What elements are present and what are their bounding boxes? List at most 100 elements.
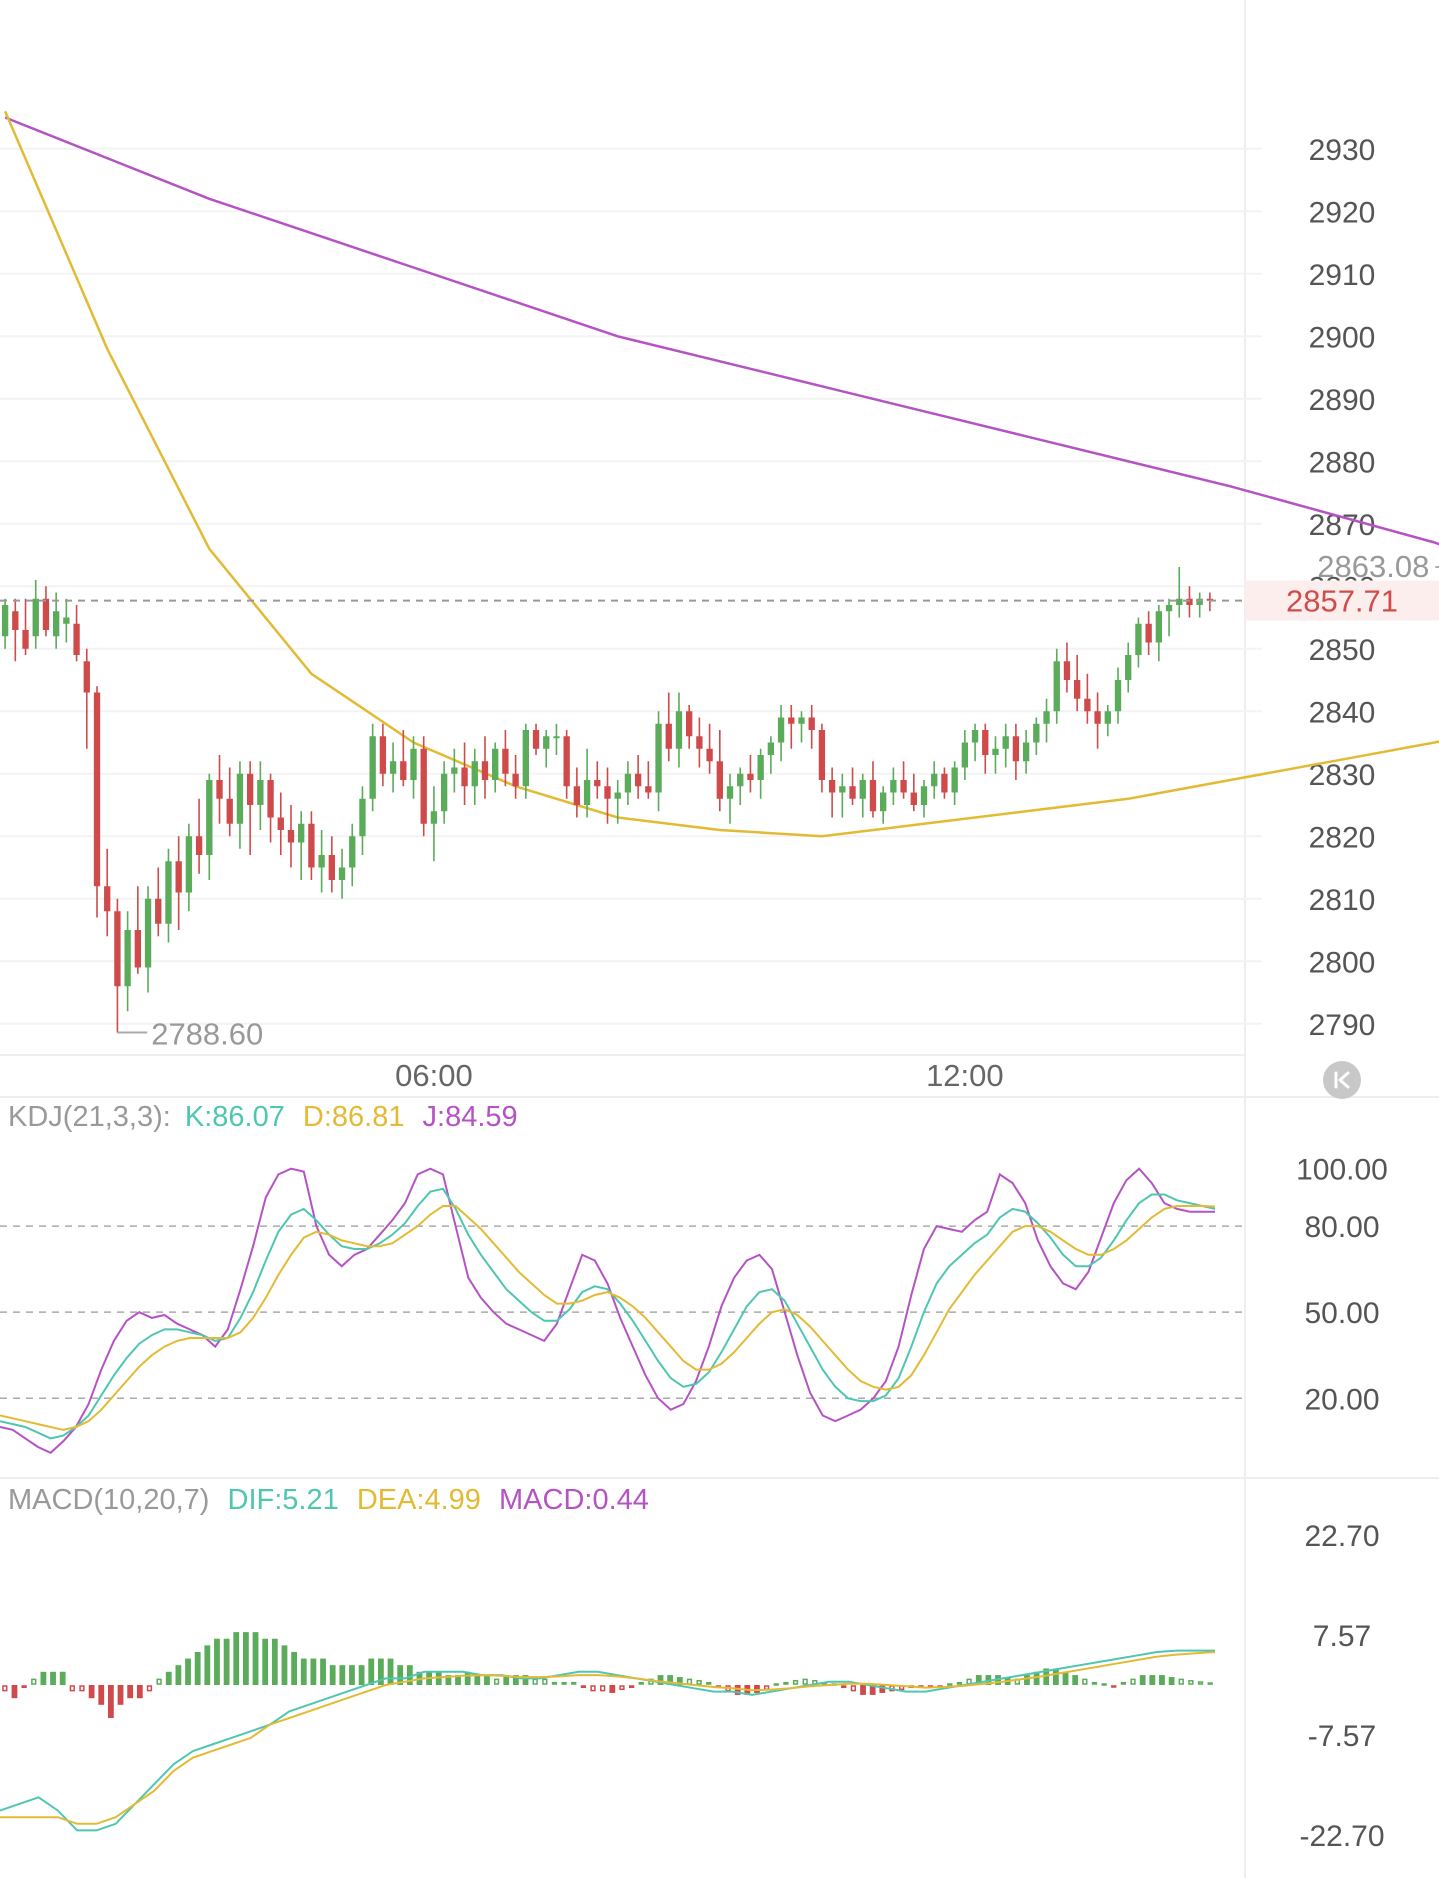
macd-histogram-bar bbox=[320, 1658, 326, 1685]
macd-tick-label: -22.70 bbox=[1299, 1820, 1384, 1853]
candle-body bbox=[1033, 723, 1040, 743]
candle-body bbox=[471, 761, 478, 787]
candle-body bbox=[1125, 655, 1132, 680]
macd-histogram-bar bbox=[300, 1658, 307, 1685]
high-low-markers: 2863.08 2788.60 bbox=[117, 549, 1439, 1052]
candle-body bbox=[73, 623, 80, 655]
macd-histogram-bar bbox=[50, 1671, 56, 1685]
kdj-y-axis: 100.00 80.00 50.00 20.00 bbox=[1296, 1154, 1388, 1417]
candle-body bbox=[1063, 661, 1071, 680]
candle-body bbox=[777, 717, 785, 743]
macd-histogram-bar bbox=[1091, 1681, 1098, 1685]
macd-histogram-bar bbox=[783, 1681, 789, 1685]
scroll-to-latest-button[interactable] bbox=[1323, 1061, 1361, 1099]
macd-histogram-bar bbox=[291, 1651, 297, 1685]
candle-body bbox=[155, 898, 162, 924]
candle-body bbox=[400, 761, 407, 780]
macd-tick-label: -7.57 bbox=[1308, 1720, 1376, 1753]
kdj-tick-label: 50.00 bbox=[1304, 1297, 1379, 1330]
macd-histogram-bar bbox=[397, 1665, 404, 1685]
macd-histogram-bar bbox=[31, 1678, 37, 1685]
price-tick-label: 2810 bbox=[1309, 884, 1376, 917]
candle-body bbox=[665, 723, 672, 749]
candle-body bbox=[104, 886, 111, 912]
candle-body bbox=[165, 861, 172, 924]
kdj-grid bbox=[0, 1225, 1245, 1400]
candle-body bbox=[502, 748, 509, 774]
candle-body bbox=[440, 773, 448, 812]
macd-histogram-bar bbox=[493, 1678, 500, 1685]
candle-body bbox=[716, 761, 723, 799]
macd-tick-label: 22.70 bbox=[1304, 1520, 1379, 1553]
candle-body bbox=[369, 736, 376, 799]
macd-histogram-bar bbox=[455, 1675, 461, 1685]
candle-body bbox=[12, 611, 19, 630]
candle-body bbox=[1135, 623, 1142, 655]
candle-body bbox=[992, 748, 999, 755]
candle-body bbox=[757, 755, 764, 780]
price-tick-label: 2890 bbox=[1309, 384, 1376, 417]
macd-histogram-bar bbox=[329, 1665, 336, 1685]
candle-body bbox=[971, 730, 979, 743]
macd-histogram-bar bbox=[542, 1678, 548, 1685]
macd-histogram-bar bbox=[11, 1685, 18, 1699]
candle-body bbox=[696, 736, 703, 749]
candle-body bbox=[492, 748, 499, 780]
candle-body bbox=[1145, 623, 1152, 643]
macd-histogram-bar bbox=[406, 1665, 413, 1685]
macd-histogram-bar bbox=[975, 1675, 982, 1685]
macd-histogram-bar bbox=[59, 1671, 66, 1685]
candle-body bbox=[532, 730, 540, 749]
candle-body bbox=[747, 773, 754, 780]
macd-histogram-bar bbox=[513, 1675, 519, 1685]
candle-body bbox=[1084, 698, 1091, 712]
macd-histogram-bar bbox=[551, 1681, 558, 1685]
macd-histogram-bar bbox=[204, 1645, 211, 1685]
candle-body bbox=[726, 786, 734, 799]
candle-body bbox=[573, 786, 581, 805]
macd-histogram-bar bbox=[108, 1685, 114, 1719]
candlesticks bbox=[1, 567, 1214, 1033]
candle-body bbox=[1094, 711, 1101, 724]
macd-histogram-bar bbox=[561, 1681, 567, 1685]
candle-body bbox=[451, 767, 458, 774]
candle-body bbox=[206, 780, 213, 855]
candle-body bbox=[114, 911, 121, 987]
kdj-legend-k: K:86.07 bbox=[185, 1101, 285, 1133]
macd-histogram-bar bbox=[657, 1675, 664, 1685]
candle-body bbox=[624, 773, 632, 793]
candle-body bbox=[788, 717, 795, 724]
macd-histogram-bar bbox=[1062, 1671, 1069, 1685]
macd-histogram-bar bbox=[676, 1677, 683, 1685]
candle-body bbox=[982, 730, 989, 755]
candle-body bbox=[767, 742, 775, 755]
macd-histogram-bar bbox=[156, 1678, 162, 1685]
macd-histogram-bar bbox=[1178, 1678, 1184, 1685]
candle-body bbox=[808, 717, 815, 730]
macd-histogram-bar bbox=[79, 1685, 85, 1692]
candle-body bbox=[961, 742, 969, 768]
macd-histogram-bar bbox=[214, 1638, 220, 1685]
candle-body bbox=[645, 786, 652, 793]
candle-body bbox=[1155, 611, 1163, 643]
macd-histogram-bar bbox=[850, 1685, 857, 1692]
candle-body bbox=[389, 761, 397, 774]
price-tick-label: 2930 bbox=[1309, 134, 1376, 167]
candle-body bbox=[42, 598, 50, 630]
candle-body bbox=[134, 930, 142, 968]
current-price-tag bbox=[1245, 580, 1439, 621]
macd-histogram-bar bbox=[1139, 1675, 1146, 1685]
price-tick-label: 2900 bbox=[1309, 321, 1376, 354]
candle-body bbox=[308, 823, 315, 868]
macd-histogram-bar bbox=[792, 1679, 799, 1685]
candle-body bbox=[512, 773, 519, 787]
macd-tick-label: 7.57 bbox=[1313, 1620, 1371, 1653]
macd-legend-title: MACD(10,20,7) bbox=[8, 1484, 209, 1516]
macd-histogram-bar bbox=[773, 1683, 779, 1686]
macd-histogram-bar bbox=[1207, 1682, 1213, 1685]
macd-histogram-bar bbox=[1053, 1668, 1059, 1685]
macd-histogram-bar bbox=[522, 1675, 529, 1685]
candle-body bbox=[267, 780, 274, 818]
candle-body bbox=[859, 780, 866, 799]
high-price-label: 2863.08 bbox=[1317, 549, 1429, 584]
